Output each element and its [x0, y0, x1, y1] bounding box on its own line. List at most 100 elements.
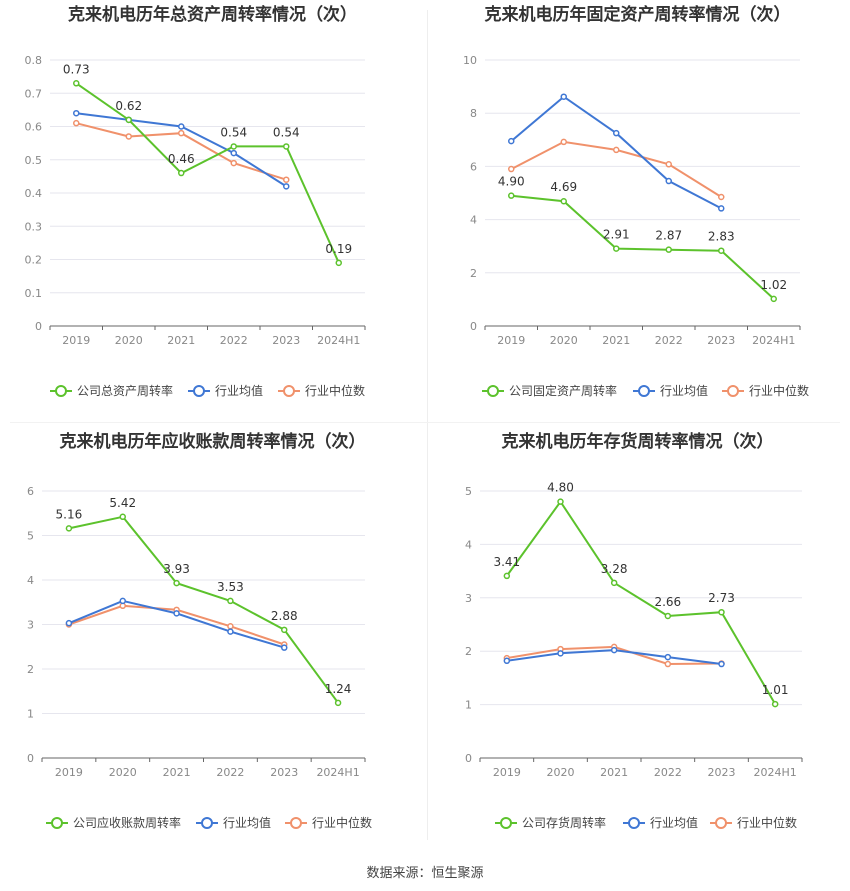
legend-marker — [628, 817, 640, 829]
x-tick-label: 2023 — [270, 766, 298, 779]
chart-svg: 克来机电历年总资产周转率情况（次） 0 0.1 0.2 0.3 0.4 0.5 0.6 0.7 0… — [25, 4, 366, 398]
y-tick-label: 2 — [27, 663, 34, 676]
y-tick-label: 4 — [470, 214, 477, 227]
x-tick-label: 2021 — [163, 766, 191, 779]
y-tick-label: 6 — [27, 485, 34, 498]
data-point-industry_median — [178, 129, 185, 137]
data-point-industry_avg — [508, 137, 515, 145]
legend-marker — [487, 385, 499, 397]
data-point-industry_avg — [665, 177, 672, 185]
data-point-company — [283, 143, 290, 150]
chart-inventory-turnover: 克来机电历年存货周转率情况（次） 0 1 2 3 4 5 2019 2020 2021 2022 20… — [425, 425, 850, 855]
legend-label: 行业均值 — [650, 815, 698, 830]
legend-item-company: 公司应收账款周转率 — [46, 815, 181, 830]
y-tick-label: 0.2 — [25, 254, 43, 267]
data-label: 2.91 — [603, 228, 630, 242]
x-tick-label: 2024H1 — [752, 334, 795, 347]
legend-label: 行业中位数 — [749, 383, 809, 398]
x-tick-label: 2024H1 — [316, 766, 359, 779]
data-label: 1.02 — [760, 278, 787, 292]
data-point-industry_median — [665, 161, 672, 168]
chart-svg: 克来机电历年固定资产周转率情况（次） 0 2 4 6 8 10 2019 2020 2021 202… — [463, 4, 809, 398]
data-point-company — [178, 169, 185, 177]
x-tick-label: 2022 — [654, 766, 682, 779]
legend-marker — [193, 385, 205, 397]
data-point-industry_avg — [65, 619, 73, 627]
x-tick-label: 2019 — [62, 334, 90, 347]
data-point-company — [718, 247, 725, 254]
data-point-company — [610, 579, 618, 587]
data-label: 0.73 — [63, 62, 90, 76]
vertical-divider — [427, 10, 428, 840]
legend-label: 公司固定资产周转率 — [509, 383, 617, 398]
data-point-industry_avg — [283, 183, 290, 190]
y-tick-label: 2 — [465, 645, 472, 658]
data-point-company — [770, 295, 777, 303]
y-tick-label: 0 — [35, 320, 42, 333]
x-tick-label: 2021 — [167, 334, 195, 347]
legend-label: 行业中位数 — [737, 815, 797, 830]
legend-marker — [51, 817, 63, 829]
data-point-company — [718, 608, 725, 616]
x-tick-label: 2022 — [216, 766, 244, 779]
x-tick-label: 2022 — [220, 334, 248, 347]
data-label: 3.28 — [601, 562, 628, 576]
data-label: 4.80 — [547, 481, 574, 495]
y-tick-label: 5 — [465, 485, 472, 498]
chart-title: 克来机电历年应收账款周转率情况（次） — [60, 431, 366, 452]
data-point-industry_avg — [610, 646, 618, 654]
legend-item-company: 公司总资产周转率 — [50, 383, 173, 398]
chart-total-asset-turnover: 克来机电历年总资产周转率情况（次） 0 0.1 0.2 0.3 0.4 0.5 0.6 0.7 0… — [0, 0, 425, 420]
y-tick-label: 0.3 — [25, 220, 43, 233]
data-point-industry_avg — [560, 93, 567, 100]
data-point-industry_median — [718, 193, 725, 201]
data-point-company — [503, 572, 511, 580]
chart-fixed-asset-turnover: 克来机电历年固定资产周转率情况（次） 0 2 4 6 8 10 2019 2020 2021 202… — [425, 0, 850, 420]
x-tick-label: 2020 — [115, 334, 143, 347]
data-point-industry_median — [664, 660, 672, 668]
y-tick-label: 2 — [470, 267, 477, 280]
y-tick-label: 10 — [463, 54, 477, 67]
x-tick-label: 2020 — [550, 334, 578, 347]
y-tick-label: 0.1 — [25, 287, 43, 300]
legend-item-company: 公司固定资产周转率 — [482, 383, 617, 398]
data-label: 4.90 — [498, 175, 525, 189]
legend-label: 公司存货周转率 — [522, 815, 606, 830]
legend-item-industry_median: 行业中位数 — [278, 383, 365, 398]
legend-item-industry_avg: 行业均值 — [623, 815, 698, 830]
data-point-company — [508, 192, 515, 199]
legend-marker — [715, 817, 727, 829]
chart-title: 克来机电历年固定资产周转率情况（次） — [485, 4, 791, 25]
y-tick-label: 3 — [465, 592, 472, 605]
y-tick-label: 1 — [465, 699, 472, 712]
data-point-industry_avg — [227, 628, 234, 635]
data-point-company — [557, 498, 564, 505]
y-tick-label: 6 — [470, 160, 477, 173]
y-tick-label: 8 — [470, 107, 477, 120]
chart-svg: 克来机电历年应收账款周转率情况（次） 0 1 2 3 4 5 6 2019 2020 2021 202… — [27, 431, 372, 830]
data-label: 0.62 — [115, 99, 142, 113]
y-tick-label: 0 — [470, 320, 477, 333]
horizontal-divider — [10, 422, 840, 423]
x-tick-label: 2021 — [600, 766, 628, 779]
x-tick-label: 2019 — [493, 766, 521, 779]
data-point-industry_median — [227, 623, 234, 630]
legend-label: 行业中位数 — [305, 383, 365, 398]
series-line-company — [75, 82, 340, 264]
data-point-industry_avg — [119, 597, 126, 605]
legend-marker — [290, 817, 302, 829]
data-point-industry_avg — [557, 650, 564, 657]
y-tick-label: 1 — [27, 708, 34, 721]
data-point-industry_median — [283, 176, 290, 183]
y-tick-label: 3 — [27, 619, 34, 632]
y-tick-label: 0.4 — [25, 187, 43, 200]
data-point-company — [227, 597, 234, 605]
data-point-company — [771, 700, 779, 708]
data-point-industry_median — [508, 165, 515, 173]
x-tick-label: 2020 — [547, 766, 575, 779]
x-tick-label: 2023 — [708, 766, 736, 779]
data-label: 4.69 — [550, 180, 577, 194]
x-tick-label: 2019 — [497, 334, 525, 347]
legend-marker — [638, 385, 650, 397]
data-label: 5.16 — [56, 507, 83, 521]
